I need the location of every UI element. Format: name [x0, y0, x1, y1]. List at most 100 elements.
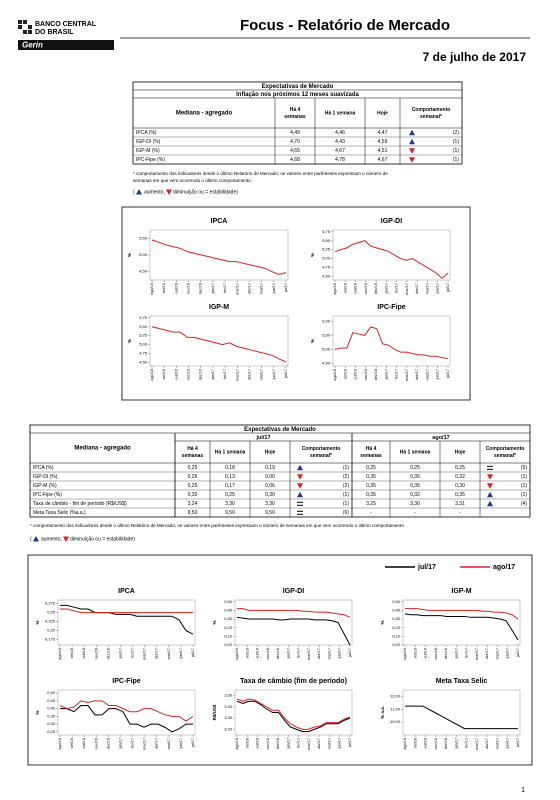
cell-text: 3,25: [366, 501, 376, 507]
y-tick-label: 0,35: [47, 713, 56, 718]
y-tick-label: 5,25: [139, 333, 148, 338]
plot-frame: [234, 599, 353, 646]
y-tick-label: 4,75: [322, 265, 331, 270]
series-line: [59, 700, 194, 722]
x-tick-label: out/16: [354, 369, 358, 380]
chart-title: IGP-DI: [283, 588, 304, 595]
x-tick-label: ago/16: [58, 738, 62, 750]
legend-text: aumento,: [41, 536, 62, 542]
x-tick-label: jun/17: [506, 648, 510, 659]
x-tick-label: jul/17: [446, 369, 450, 379]
plot-frame: [57, 599, 196, 646]
x-tick-label: nov/16: [434, 738, 438, 749]
trend-down: [297, 474, 303, 480]
x-tick-label: mar/17: [235, 283, 239, 295]
y-axis-label: %: [380, 620, 385, 624]
row-label: Taxa de câmbio - fim de período (R$/US$): [33, 501, 127, 507]
chart-title: IPC-Fipe: [377, 304, 405, 311]
week-count: (1): [343, 492, 349, 498]
y-axis-label: % a.a.: [380, 706, 385, 719]
y-tick-label: 0,00: [224, 642, 233, 647]
trend-up: [409, 138, 415, 145]
x-tick-label: nov/16: [94, 648, 98, 659]
y-tick-label: 3,50: [224, 693, 233, 698]
cell-text: 0,35: [366, 492, 376, 498]
cell-text: 3,24: [188, 501, 198, 507]
x-tick-label: jan/17: [118, 648, 122, 659]
cell-text: 3,30: [265, 501, 275, 507]
x-tick-label: mai/17: [425, 369, 429, 380]
x-tick-label: abr/17: [415, 283, 419, 294]
cell-text: 0,26: [188, 474, 198, 480]
x-tick-label: dez/16: [374, 369, 378, 380]
x-tick-label: mar/17: [475, 648, 479, 660]
chart-title: IGP-M: [451, 588, 471, 595]
column-header: Hoje: [377, 110, 388, 116]
cell-text: 0,35: [366, 483, 376, 489]
x-tick-label: fev/17: [223, 283, 227, 293]
row-label: IGP-M (%): [33, 483, 57, 489]
trend-down: [409, 157, 415, 163]
x-tick-label: jul/17: [191, 648, 195, 658]
chart-title: Taxa de câmbio (fim de período): [240, 678, 347, 685]
cell-text: 9,50: [265, 510, 275, 516]
column-header: Mediana - agregado: [176, 111, 233, 117]
table-subtitle: Inflação nos próximos 12 meses suavizada: [236, 92, 359, 98]
column-header: Há 1 semana: [215, 449, 246, 455]
column-header: Há 4: [290, 107, 301, 113]
y-tick-label: 5,50: [139, 235, 148, 240]
y-tick-label: 0,20: [392, 625, 401, 630]
x-tick-label: nov/16: [364, 283, 368, 294]
legend-label: jul/17: [417, 564, 436, 571]
column-header: semanal*: [420, 114, 442, 120]
x-tick-label: jul/17: [284, 283, 288, 293]
plot-frame: [57, 689, 196, 736]
trend-down: [487, 474, 493, 480]
series-line: [405, 608, 519, 620]
y-tick-label: 5,00: [139, 252, 148, 257]
y-tick-label: 0,45: [47, 698, 56, 703]
cell-text: 4,43: [335, 139, 345, 145]
week-count: (1): [343, 501, 349, 507]
x-tick-label: dez/16: [276, 648, 280, 659]
series-line: [405, 705, 518, 730]
cell-text: 0,30: [188, 492, 198, 498]
x-tick-label: nov/16: [266, 738, 270, 749]
column-header: semanal*: [310, 453, 332, 459]
y-tick-label: 3,30: [224, 715, 233, 720]
x-tick-label: mar/17: [475, 738, 479, 750]
legend-text: (: [133, 189, 135, 195]
x-tick-label: abr/17: [247, 369, 251, 380]
chart-title: Meta Taxa Selic: [436, 678, 488, 685]
trend-down: [487, 483, 493, 489]
x-tick-label: ago/16: [333, 369, 337, 381]
y-tick-label: 5,00: [322, 346, 331, 351]
x-tick-label: out/16: [174, 369, 178, 380]
week-count: (1): [453, 148, 459, 154]
x-tick-label: jan/17: [211, 283, 215, 294]
y-tick-label: 3,40: [224, 704, 233, 709]
trend-eq: [297, 510, 303, 512]
x-tick-label: nov/16: [434, 648, 438, 659]
x-tick-label: abr/17: [485, 738, 489, 749]
legend-text: (: [30, 536, 32, 542]
x-tick-label: nov/16: [187, 369, 191, 380]
x-tick-label: ago/16: [235, 738, 239, 750]
charts-box: [121, 206, 471, 401]
table-title: Expectativas de Mercado: [262, 84, 334, 90]
trend-up: [487, 491, 493, 498]
x-tick-label: mar/17: [307, 648, 311, 660]
x-tick-label: jul/17: [516, 648, 520, 658]
y-axis-label: %: [212, 620, 217, 624]
cell-text: 0,25: [188, 483, 198, 489]
x-tick-label: dez/16: [199, 369, 203, 380]
x-tick-label: fev/17: [395, 369, 399, 379]
x-tick-label: jul/17: [348, 738, 352, 748]
y-axis-label: %: [310, 253, 315, 257]
y-tick-label: 0,275: [45, 601, 56, 606]
y-tick-label: 0,10: [392, 633, 401, 638]
trend-eq: [487, 465, 493, 467]
column-header: Comportamento: [412, 107, 451, 113]
cell-text: 4,51: [378, 148, 388, 154]
